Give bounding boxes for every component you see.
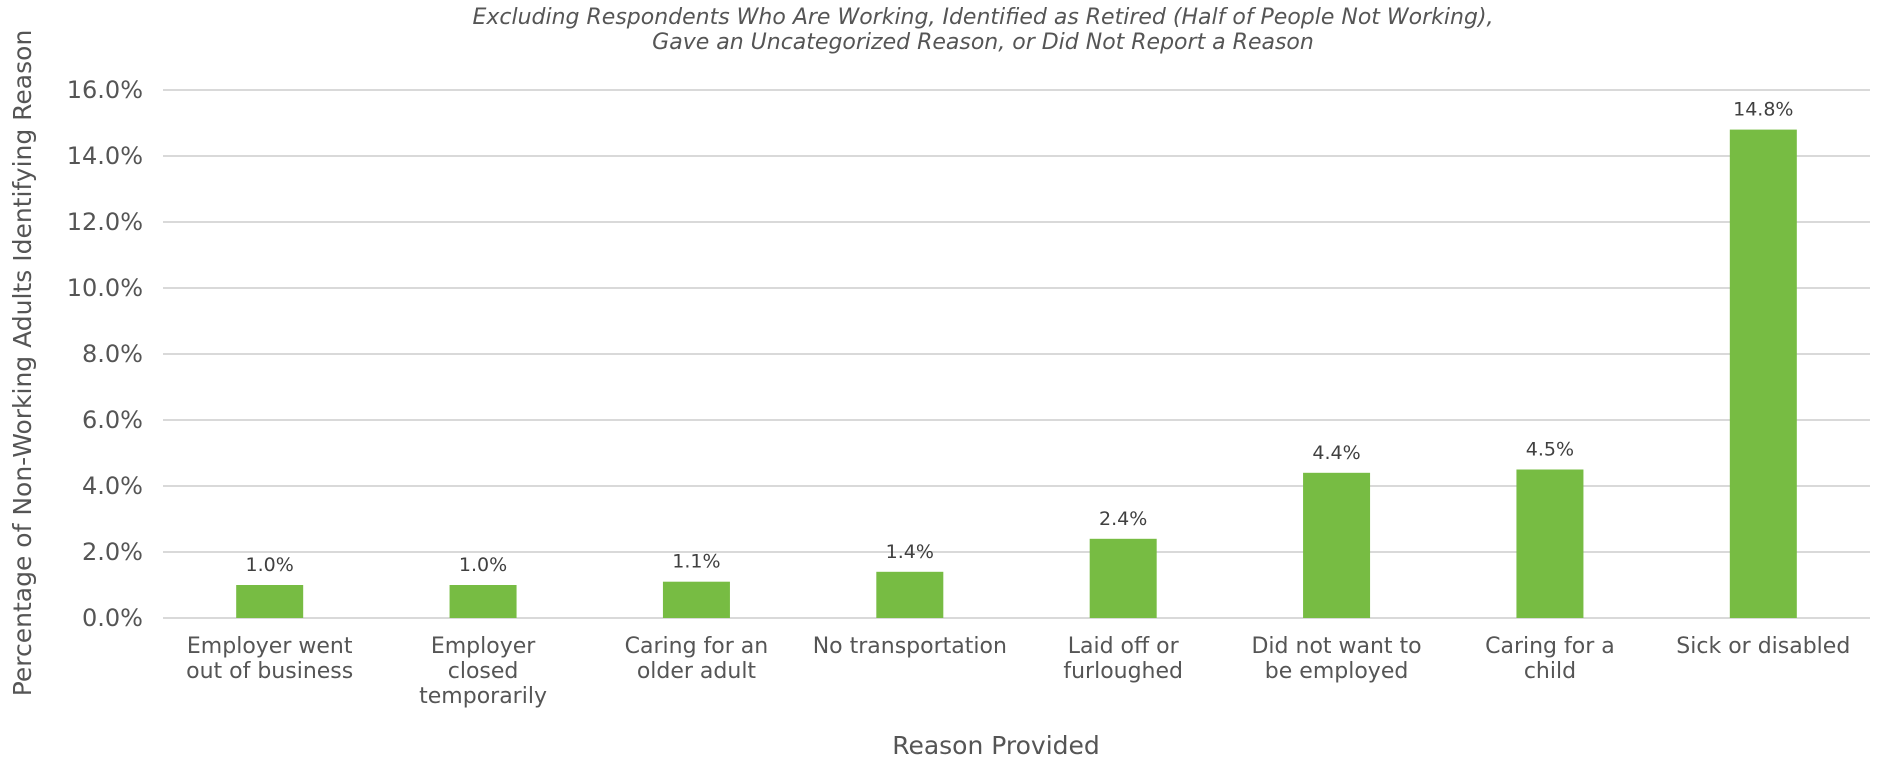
y-tick-label: 12.0% [67, 208, 143, 236]
gridlines [163, 89, 1870, 619]
x-category-label: No transportation [813, 634, 1007, 659]
bar [236, 585, 304, 618]
data-label: 4.5% [1526, 439, 1574, 461]
x-axis-categories: Employer went out of business Employer clos… [186, 634, 1850, 709]
data-label: 1.1% [672, 551, 720, 573]
bar [1303, 472, 1371, 618]
data-label: 1.4% [886, 541, 934, 563]
x-category-label: Laid off or furloughed [1063, 634, 1183, 684]
data-label: 1.0% [246, 554, 294, 576]
bar [1729, 129, 1797, 618]
x-category-label: Caring for an older adult [625, 634, 769, 684]
x-category-label: Employer closed temporarily [419, 634, 547, 709]
bar [876, 571, 944, 618]
data-label: 14.8% [1733, 99, 1793, 121]
bar [662, 581, 730, 618]
bar [1089, 538, 1157, 618]
bar [1516, 469, 1584, 618]
y-tick-label: 6.0% [82, 406, 143, 434]
bars [236, 129, 1797, 618]
y-tick-label: 4.0% [82, 472, 143, 500]
y-tick-label: 2.0% [82, 538, 143, 566]
y-tick-label: 8.0% [82, 340, 143, 368]
data-labels: 1.0% 1.0% 1.1% 1.4% 2.4% 4.4% 4.5% 14.8% [246, 99, 1794, 576]
chart-subtitle-line-2: Gave an Uncategorized Reason, or Did Not… [652, 30, 1314, 55]
chart-subtitle-line-1: Excluding Respondents Who Are Working, I… [472, 5, 1493, 30]
y-tick-label: 10.0% [67, 274, 143, 302]
x-category-label: Did not want to be employed [1251, 634, 1421, 684]
x-category-label: Employer went out of business [186, 634, 353, 684]
y-tick-label: 0.0% [82, 604, 143, 632]
data-label: 2.4% [1099, 508, 1147, 530]
y-tick-label: 14.0% [67, 142, 143, 170]
x-category-label: Caring for a child [1485, 634, 1615, 684]
y-tick-label: 16.0% [67, 76, 143, 104]
x-category-label: Sick or disabled [1676, 634, 1850, 659]
data-label: 4.4% [1312, 442, 1360, 464]
bar [449, 585, 517, 618]
x-axis-title: Reason Provided [892, 731, 1100, 757]
y-axis-ticks: 0.0% 2.0% 4.0% 6.0% 8.0% 10.0% 12.0% 14.0% 16.0% [67, 76, 143, 632]
data-label: 1.0% [459, 554, 507, 576]
y-axis-title: Percentage of Non-Working Adults Identif… [8, 30, 37, 697]
